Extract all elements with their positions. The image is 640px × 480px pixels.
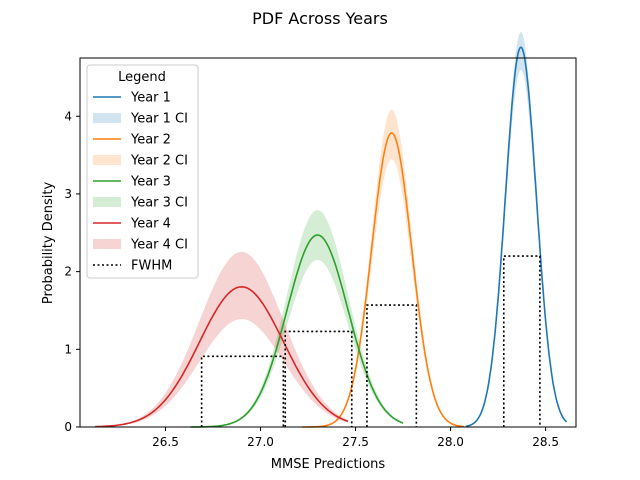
legend-title: Legend: [118, 70, 166, 85]
legend-label: Year 1: [130, 91, 171, 106]
legend-label: Year 2 CI: [130, 154, 188, 169]
legend-item: Year 2: [93, 133, 171, 148]
year-2-fwhm: [366, 304, 418, 427]
x-axis: 26.5 27.0 27.5 28.0 28.5: [152, 427, 559, 449]
legend-label: Year 4 CI: [130, 238, 188, 253]
legend-ci-swatch: [93, 155, 121, 165]
legend-label: Year 3 CI: [130, 196, 188, 211]
x-tick-label: 28.5: [532, 435, 559, 449]
legend-item: Year 4 CI: [93, 238, 188, 253]
legend-item: Year 3: [93, 175, 171, 190]
legend-label: FWHM: [131, 259, 172, 274]
legend-ci-swatch: [93, 113, 121, 123]
legend-item: Year 4: [93, 217, 171, 232]
year-1-fwhm: [502, 255, 541, 427]
y-tick-label: 0: [64, 420, 72, 434]
y-axis: 0 1 2 3 4: [64, 109, 80, 434]
year-4-pdf-line: [95, 285, 349, 428]
y-tick-label: 2: [64, 265, 72, 279]
x-tick-label: 28.0: [437, 435, 464, 449]
legend-box: [86, 64, 199, 279]
year-1-pdf-line: [465, 46, 568, 428]
x-tick-label: 27.0: [247, 435, 274, 449]
legend-item: Year 2 CI: [93, 154, 188, 169]
legend-label: Year 3: [130, 175, 171, 190]
x-axis-label: MMSE Predictions: [271, 457, 386, 472]
legend-label: Year 1 CI: [130, 112, 188, 127]
y-tick-label: 1: [64, 342, 72, 356]
legend-item: Year 1: [93, 91, 171, 106]
legend-ci-swatch: [93, 197, 121, 207]
y-axis-label: Probability Density: [41, 182, 56, 305]
y-tick-label: 3: [64, 187, 72, 201]
x-tick-label: 26.5: [152, 435, 179, 449]
legend-item: Year 3 CI: [93, 196, 188, 211]
chart-title: PDF Across Years: [252, 9, 388, 28]
year-2-pdf-line: [302, 132, 464, 428]
legend-ci-swatch: [93, 239, 121, 249]
legend-item: Year 1 CI: [93, 112, 188, 127]
legend-label: Year 2: [130, 133, 171, 148]
x-tick-label: 27.5: [342, 435, 369, 449]
y-tick-label: 4: [64, 109, 72, 123]
legend-item: FWHM: [93, 259, 172, 274]
legend: Legend Year 1 Year 1 CI Year 2 Year 2 CI Yea…: [86, 64, 199, 279]
year-4-ci-band: [95, 251, 348, 427]
plot-frame: [79, 57, 577, 428]
legend-label: Year 4: [130, 217, 171, 232]
